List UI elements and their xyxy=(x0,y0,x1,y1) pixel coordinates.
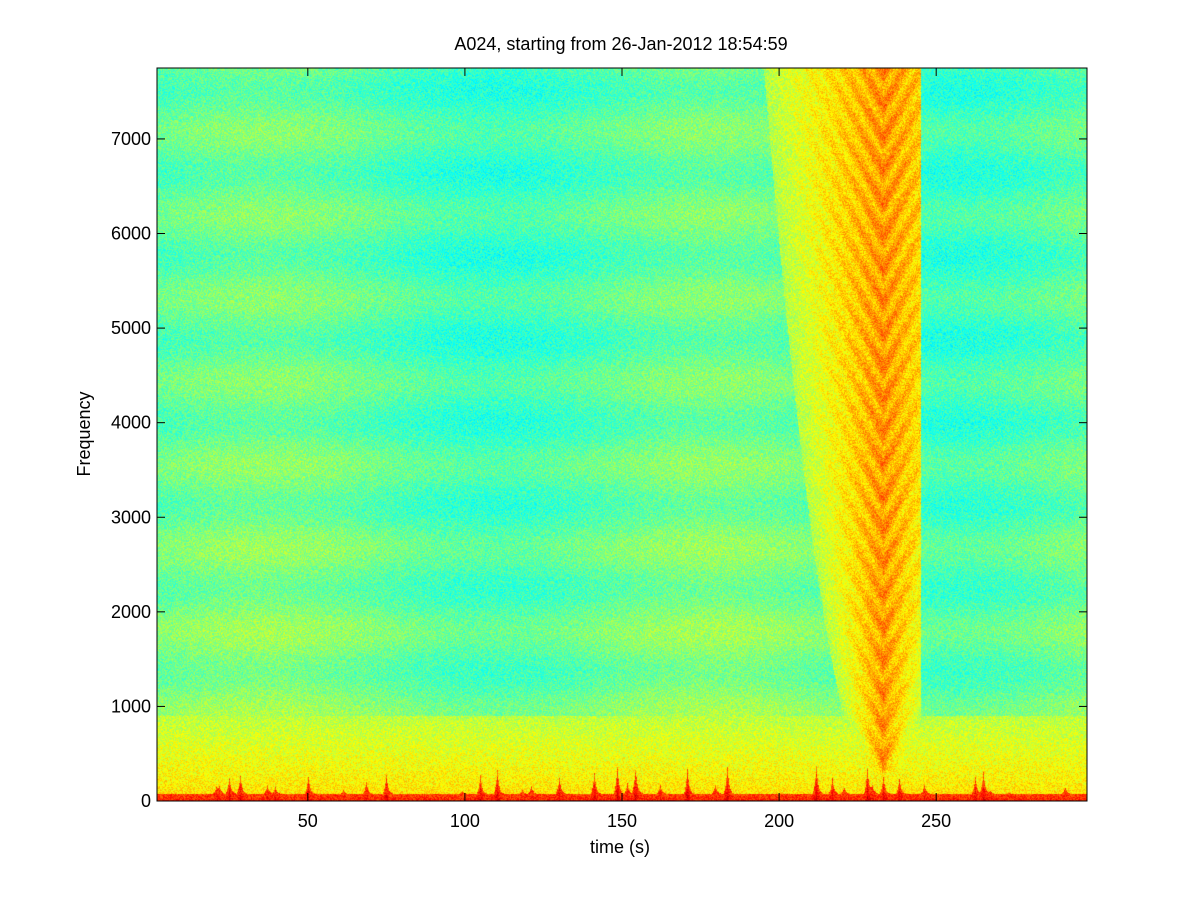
x-tick-label: 200 xyxy=(764,811,794,831)
y-tick-label: 1000 xyxy=(111,696,151,716)
y-tick-label: 0 xyxy=(141,791,151,811)
x-tick-label: 50 xyxy=(298,811,318,831)
plot-frame xyxy=(156,67,1088,802)
y-tick-label: 7000 xyxy=(111,129,151,149)
x-axis-label: time (s) xyxy=(590,837,650,857)
x-tick-label: 100 xyxy=(450,811,480,831)
y-tick-label: 4000 xyxy=(111,413,151,433)
y-tick-label: 6000 xyxy=(111,224,151,244)
y-tick-label: 5000 xyxy=(111,318,151,338)
x-axis-ticks: 50 100 150 200 250 xyxy=(298,68,951,831)
y-axis-ticks: 0 1000 2000 3000 4000 5000 6000 7000 xyxy=(111,129,1087,811)
y-tick-label: 2000 xyxy=(111,602,151,622)
x-tick-label: 150 xyxy=(607,811,637,831)
spectrogram-image xyxy=(157,68,1087,801)
y-axis-label: Frequency xyxy=(74,391,94,476)
chart-title: A024, starting from 26-Jan-2012 18:54:59 xyxy=(454,34,787,54)
x-tick-label: 250 xyxy=(921,811,951,831)
y-tick-label: 3000 xyxy=(111,507,151,527)
